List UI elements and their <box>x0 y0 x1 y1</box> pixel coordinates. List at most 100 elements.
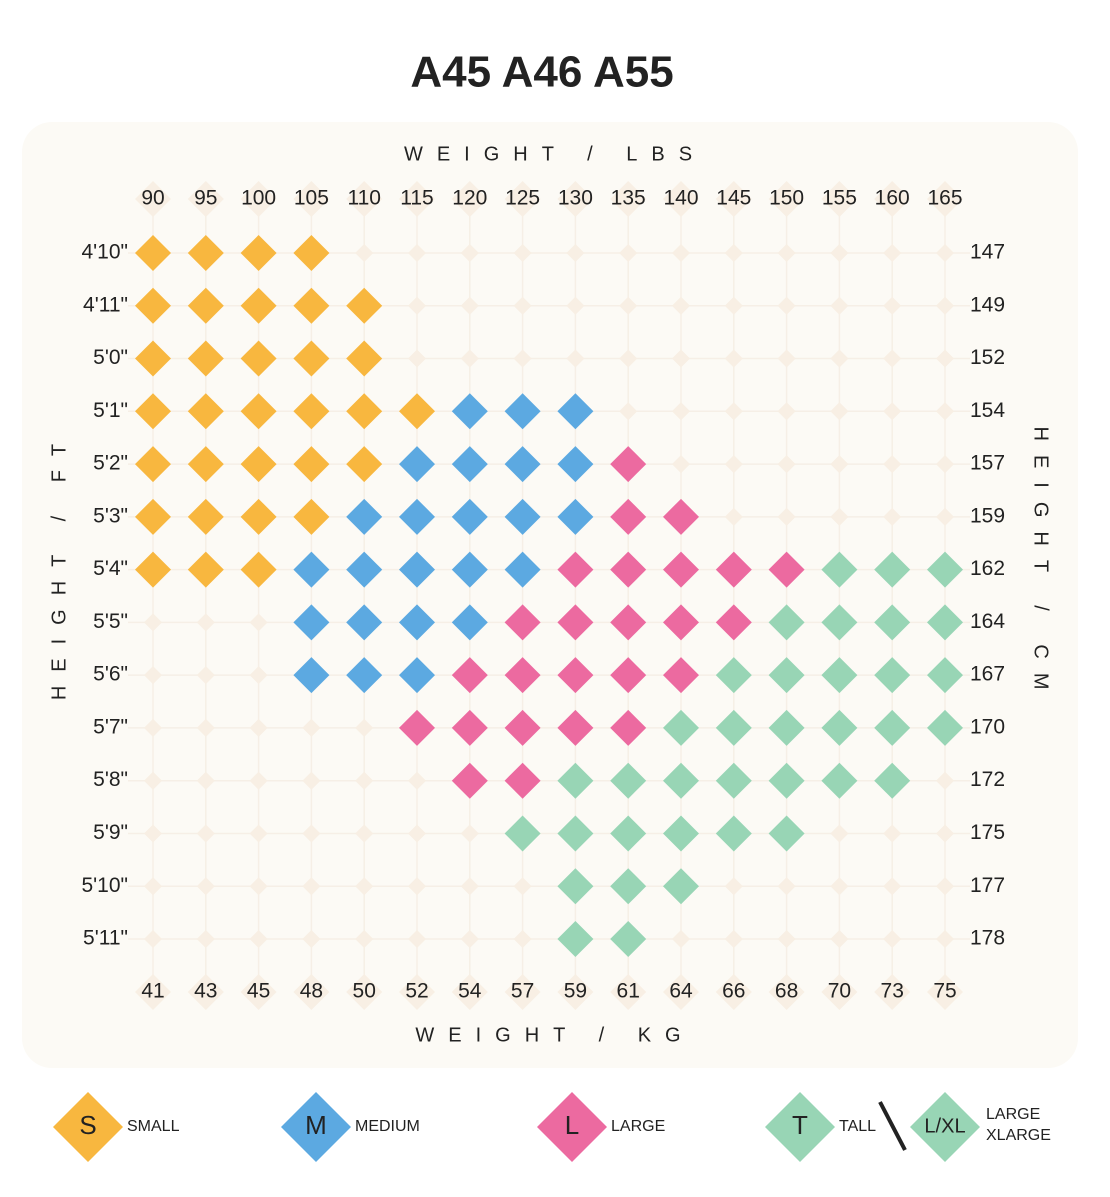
empty-cell <box>249 877 268 896</box>
size-cell <box>504 551 541 588</box>
label-bg <box>715 181 752 217</box>
empty-cell <box>936 349 954 368</box>
size-cell <box>135 446 171 483</box>
size-cell <box>768 604 805 641</box>
label-bg <box>927 181 963 217</box>
label-bg <box>451 181 488 217</box>
empty-cell <box>302 877 321 896</box>
empty-cell <box>724 507 743 526</box>
size-cell <box>610 657 647 694</box>
empty-cell <box>566 244 585 262</box>
size-cell <box>399 393 435 430</box>
height-ft-label: 5'5" <box>93 610 128 633</box>
left-axis-label: HEIGHT / FT <box>48 430 70 700</box>
label-bg <box>768 181 805 217</box>
empty-cell <box>883 296 902 315</box>
weight-lbs-label: 120 <box>452 187 487 210</box>
label-bg <box>399 974 435 1010</box>
weight-lbs-label: 115 <box>400 187 433 210</box>
empty-cell <box>196 666 215 685</box>
weight-lbs-label: 150 <box>769 187 804 210</box>
size-cell <box>504 709 541 746</box>
weight-kg-label: 70 <box>828 980 851 1003</box>
size-cell <box>187 393 224 430</box>
weight-kg-label: 50 <box>353 980 376 1003</box>
label-bg <box>821 974 858 1010</box>
empty-cell <box>936 296 954 315</box>
label-bg <box>663 181 699 217</box>
empty-cell <box>249 666 268 685</box>
empty-cell <box>144 666 162 685</box>
empty-cell <box>302 771 321 790</box>
empty-cell <box>196 613 215 632</box>
empty-cell <box>936 771 954 790</box>
height-cm-label: 149 <box>970 293 1005 316</box>
legend-swatch <box>765 1092 835 1162</box>
size-cell <box>135 340 171 377</box>
empty-cell <box>196 718 215 737</box>
label-bg <box>135 181 171 217</box>
size-cell <box>821 657 858 694</box>
size-cell <box>768 762 805 799</box>
label-bg <box>927 974 963 1010</box>
size-cell <box>610 604 647 641</box>
height-ft-label: 5'9" <box>93 821 128 844</box>
weight-lbs-label: 130 <box>558 187 593 210</box>
size-cell <box>557 762 594 799</box>
empty-cell <box>355 718 374 737</box>
height-cm-label: 159 <box>970 504 1005 527</box>
empty-cell <box>883 507 902 526</box>
size-cell <box>399 604 435 641</box>
size-cell <box>557 709 594 746</box>
empty-cell <box>144 718 162 737</box>
size-cell <box>663 604 699 641</box>
height-ft-label: 5'1" <box>93 399 128 422</box>
weight-lbs-label: 135 <box>611 187 646 210</box>
empty-cell <box>936 824 954 843</box>
label-bg <box>240 974 277 1010</box>
empty-cell <box>830 455 849 474</box>
empty-cell <box>936 507 954 526</box>
legend-swatch <box>910 1092 980 1162</box>
size-cell <box>240 340 277 377</box>
size-cell <box>346 498 383 535</box>
size-cell <box>187 287 224 324</box>
size-cell <box>663 815 699 852</box>
label-bg <box>293 974 330 1010</box>
size-cell <box>135 393 171 430</box>
size-cell <box>557 551 594 588</box>
size-cell <box>293 340 330 377</box>
size-cell <box>557 657 594 694</box>
label-bg <box>346 974 383 1010</box>
empty-cell <box>355 244 374 262</box>
size-cell <box>293 393 330 430</box>
label-bg <box>610 974 647 1010</box>
panel <box>22 122 1078 1068</box>
weight-kg-label: 45 <box>247 980 270 1003</box>
empty-cell <box>830 296 849 315</box>
height-cm-label: 152 <box>970 346 1005 369</box>
height-cm-label: 175 <box>970 821 1005 844</box>
empty-cell <box>883 349 902 368</box>
empty-cell <box>883 824 902 843</box>
height-ft-label: 5'0" <box>93 346 128 369</box>
size-cell <box>504 762 541 799</box>
label-bg <box>240 181 277 217</box>
size-cell <box>874 657 911 694</box>
empty-cell <box>196 877 215 896</box>
legend-code: L <box>565 1110 579 1140</box>
weight-kg-label: 66 <box>722 980 745 1003</box>
height-ft-label: 4'11" <box>83 293 128 316</box>
size-cell <box>504 446 541 483</box>
size-cell <box>663 498 699 535</box>
size-cell <box>715 657 752 694</box>
legend-slash <box>878 1101 907 1151</box>
legend: S SMALL M MEDIUM L LARGE T TALL L/XL LARGE XLARGE <box>53 1092 1051 1162</box>
empty-cell <box>936 455 954 474</box>
height-ft-label: 5'10" <box>81 874 128 897</box>
empty-cell <box>355 824 374 843</box>
label-bg <box>346 181 383 217</box>
size-cell <box>240 235 277 271</box>
height-cm-label: 172 <box>970 768 1005 791</box>
label-bg <box>610 181 647 217</box>
